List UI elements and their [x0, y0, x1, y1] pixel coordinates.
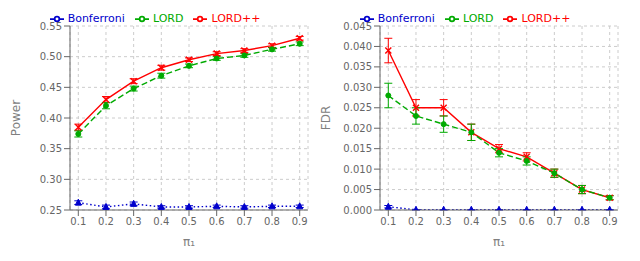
svg-text:0.020: 0.020 [343, 123, 372, 134]
html-text:LORD: LORD [462, 12, 494, 25]
html-text:LORD++: LORD++ [521, 12, 571, 25]
svg-text:0.010: 0.010 [343, 164, 372, 175]
svg-text:0.25: 0.25 [40, 205, 62, 216]
svg-text:0.000: 0.000 [343, 205, 372, 216]
svg-text:0.7: 0.7 [546, 216, 562, 227]
svg-text:0.005: 0.005 [343, 184, 372, 195]
svg-text:0.40: 0.40 [40, 113, 62, 124]
svg-text:0.55: 0.55 [40, 21, 62, 32]
svg-text:0.8: 0.8 [574, 216, 590, 227]
svg-text:0.6: 0.6 [209, 216, 225, 227]
svg-text:0.9: 0.9 [292, 216, 308, 227]
svg-text:0.3: 0.3 [436, 216, 452, 227]
svg-text:0.8: 0.8 [264, 216, 280, 227]
svg-text:0.040: 0.040 [343, 41, 372, 52]
html-text:Bonferroni: Bonferroni [377, 12, 435, 25]
svg-text:0.2: 0.2 [408, 216, 424, 227]
svg-text:0.5: 0.5 [491, 216, 507, 227]
svg-text:0.030: 0.030 [343, 82, 372, 93]
svg-text:π₁: π₁ [183, 235, 195, 249]
svg-text:0.015: 0.015 [343, 143, 372, 154]
svg-text:0.50: 0.50 [40, 51, 62, 62]
svg-text:0.3: 0.3 [126, 216, 142, 227]
svg-text:0.025: 0.025 [343, 102, 372, 113]
svg-text:π₁: π₁ [493, 235, 505, 249]
svg-text:0.9: 0.9 [602, 216, 618, 227]
svg-text:0.7: 0.7 [236, 216, 252, 227]
svg-text:0.1: 0.1 [380, 216, 396, 227]
svg-text:0.045: 0.045 [343, 21, 372, 32]
svg-text:0.035: 0.035 [343, 61, 372, 72]
svg-text:0.35: 0.35 [40, 143, 62, 154]
html-text:LORD++: LORD++ [211, 12, 261, 25]
svg-text:0.45: 0.45 [40, 82, 62, 93]
svg-text:0.6: 0.6 [519, 216, 535, 227]
svg-text:0.1: 0.1 [70, 216, 86, 227]
svg-text:Power: Power [9, 100, 23, 136]
svg-text:0.4: 0.4 [463, 216, 479, 227]
html-text:Bonferroni: Bonferroni [67, 12, 125, 25]
svg-text:0.30: 0.30 [40, 174, 62, 185]
svg-text:FDR: FDR [319, 106, 333, 130]
svg-text:0.2: 0.2 [98, 216, 114, 227]
html-text:LORD: LORD [152, 12, 184, 25]
svg-text:0.5: 0.5 [181, 216, 197, 227]
svg-text:0.4: 0.4 [153, 216, 169, 227]
